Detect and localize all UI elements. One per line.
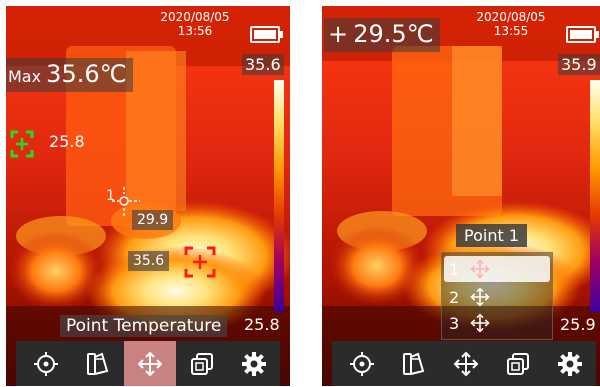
thermal-screen-right: 2020/08/05 13:55 + 29.5℃ 35.9 25.9 Point… xyxy=(322,6,600,386)
thermal-image xyxy=(322,6,600,386)
move-button[interactable] xyxy=(440,341,492,386)
gear-icon xyxy=(558,351,582,376)
color-scale-bar xyxy=(274,80,284,312)
move-icon xyxy=(470,313,490,333)
max-temp-readout: Max 35.6℃ xyxy=(6,58,133,92)
point-temp-readout: + 29.5℃ xyxy=(324,18,440,52)
point-value: 29.9 xyxy=(132,210,174,230)
scale-bottom-value: 25.9 xyxy=(560,315,596,334)
time-text: 13:56 xyxy=(177,24,213,38)
bottom-toolbar xyxy=(16,341,280,386)
menu-item-point-2[interactable]: 2 xyxy=(444,284,550,310)
popup-title: Point 1 xyxy=(456,224,527,247)
palette-button[interactable] xyxy=(72,341,124,386)
gear-icon xyxy=(242,351,266,376)
menu-item-number: 1 xyxy=(449,260,460,279)
min-point-value: 25.8 xyxy=(49,132,85,151)
point-prefix: + xyxy=(328,20,349,48)
target-button[interactable] xyxy=(336,341,388,386)
color-scale-bar xyxy=(590,80,600,312)
move-icon xyxy=(470,287,490,307)
target-icon xyxy=(34,351,58,376)
point-select-menu: 1 2 3 xyxy=(441,252,553,340)
mode-caption: Point Temperature xyxy=(60,315,228,337)
target-icon xyxy=(350,351,374,376)
max-temp-value: 35.6℃ xyxy=(46,60,127,88)
move-button[interactable] xyxy=(124,341,176,386)
move-icon xyxy=(470,259,490,279)
max-label: Max xyxy=(8,67,42,86)
min-point-marker-icon xyxy=(10,130,34,158)
date-text: 2020/08/05 xyxy=(160,10,230,24)
scale-bottom-value: 25.8 xyxy=(244,315,280,334)
layers-icon xyxy=(191,352,213,375)
battery-icon xyxy=(250,26,283,43)
layers-button[interactable] xyxy=(176,341,228,386)
point-temp-value: 29.5℃ xyxy=(353,20,434,48)
move-icon xyxy=(453,351,479,376)
palette-button[interactable] xyxy=(388,341,440,386)
settings-button[interactable] xyxy=(544,341,596,386)
menu-item-point-3[interactable]: 3 xyxy=(444,310,550,336)
bottom-toolbar xyxy=(332,341,596,386)
date-text: 2020/08/05 xyxy=(476,10,546,24)
settings-button[interactable] xyxy=(228,341,280,386)
menu-item-number: 2 xyxy=(449,288,460,307)
battery-icon xyxy=(566,26,599,43)
max-point-marker-icon xyxy=(184,246,216,278)
menu-item-point-1[interactable]: 1 xyxy=(444,256,550,282)
scale-top-value: 35.9 xyxy=(558,54,600,75)
layers-icon xyxy=(507,352,529,375)
target-button[interactable] xyxy=(20,341,72,386)
menu-item-number: 3 xyxy=(449,314,460,333)
time-text: 13:55 xyxy=(493,24,529,38)
point-marker-label: 1 xyxy=(106,188,115,204)
scale-top-value: 35.6 xyxy=(242,54,284,75)
palette-icon xyxy=(403,352,425,375)
move-icon xyxy=(137,351,163,376)
palette-icon xyxy=(87,352,109,375)
layers-button[interactable] xyxy=(492,341,544,386)
point-crosshair-icon[interactable] xyxy=(110,185,142,219)
thermal-screen-left: 2020/08/05 13:56 Max 35.6℃ 35.6 25.8 25.… xyxy=(6,6,290,386)
max-point-value: 35.6 xyxy=(128,251,170,271)
